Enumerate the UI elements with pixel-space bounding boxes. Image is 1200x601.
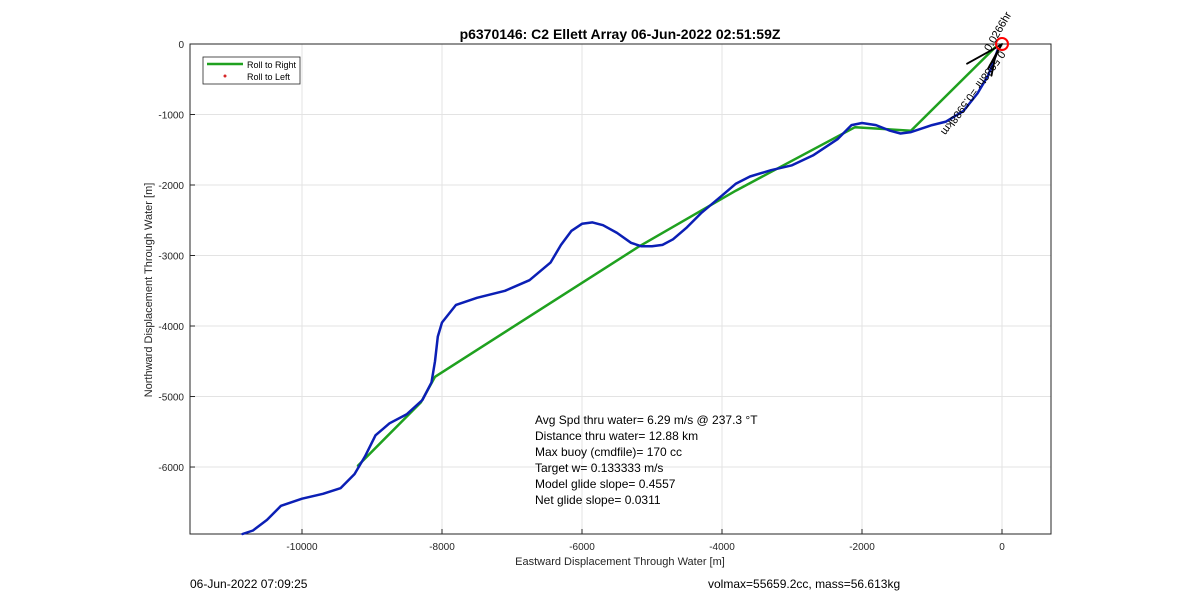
- stat-max-buoy: Max buoy (cmdfile)= 170 cc: [535, 445, 682, 459]
- x-tick-label: -6000: [569, 542, 595, 553]
- legend-label-roll-left: Roll to Left: [247, 72, 291, 82]
- x-tick-label: -2000: [849, 542, 875, 553]
- y-tick-label: -5000: [158, 393, 184, 404]
- ticks: -10000 -8000 -6000 -4000 -2000 0 0 -1000 -2000 -3…: [158, 40, 1005, 553]
- stat-target-w: Target w= 0.133333 m/s: [535, 461, 663, 475]
- stat-model-glide: Model glide slope= 0.4557: [535, 477, 676, 491]
- stat-distance: Distance thru water= 12.88 km: [535, 429, 698, 443]
- series-glider-track: [241, 48, 1000, 536]
- x-tick-label: -4000: [709, 542, 735, 553]
- legend-swatch-roll-left: [223, 74, 227, 78]
- y-axis-label: Northward Displacement Through Water [m]: [143, 183, 155, 398]
- legend: Roll to Right Roll to Left: [202, 56, 301, 85]
- x-tick-label: -8000: [429, 542, 455, 553]
- series-layer: [241, 43, 1003, 536]
- footer-mass-info: volmax=55659.2cc, mass=56.613kg: [708, 577, 901, 591]
- footer-timestamp: 06-Jun-2022 07:09:25: [190, 577, 308, 591]
- y-tick-label: -6000: [158, 463, 184, 474]
- end-point-marker: [995, 37, 1009, 51]
- plot-area: [190, 44, 1051, 534]
- x-tick-label: 0: [999, 542, 1005, 553]
- x-axis-label: Eastward Displacement Through Water [m]: [515, 556, 725, 568]
- y-tick-label: 0: [178, 40, 184, 51]
- stats-annotation: Avg Spd thru water= 6.29 m/s @ 237.3 °T …: [535, 413, 758, 507]
- y-tick-label: -1000: [158, 111, 184, 122]
- stat-net-glide: Net glide slope= 0.0311: [535, 493, 661, 507]
- marker-layer: [995, 37, 1009, 51]
- y-tick-label: -2000: [158, 181, 184, 192]
- stat-avg-speed: Avg Spd thru water= 6.29 m/s @ 237.3 °T: [535, 413, 758, 427]
- chart-title: p6370146: C2 Ellett Array 06-Jun-2022 02…: [460, 26, 781, 42]
- series-surface-segment: [966, 43, 1003, 77]
- legend-box: [202, 56, 301, 85]
- y-tick-label: -3000: [158, 252, 184, 263]
- plot-frame: [189, 43, 1052, 535]
- y-tick-label: -4000: [158, 322, 184, 333]
- x-tick-label: -10000: [286, 542, 318, 553]
- legend-label-roll-right: Roll to Right: [247, 60, 297, 70]
